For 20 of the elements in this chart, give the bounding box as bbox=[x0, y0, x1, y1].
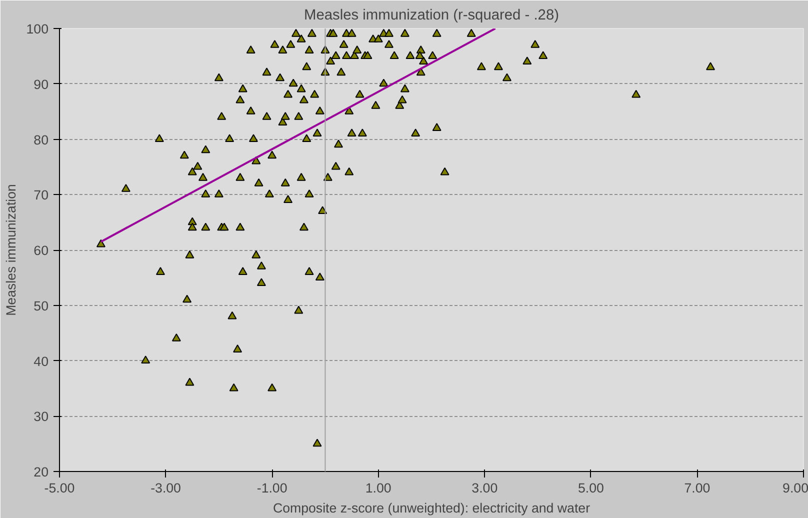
x-axis-title: Composite z-score (unweighted): electricity and water bbox=[272, 500, 591, 516]
x-tick-label: -3.00 bbox=[150, 480, 181, 496]
x-tick-label: -1.00 bbox=[256, 480, 288, 496]
y-tick-label: 50 bbox=[34, 298, 49, 314]
x-tick-label: 7.00 bbox=[684, 480, 710, 496]
y-tick-label: 70 bbox=[34, 188, 49, 203]
y-tick-label: 80 bbox=[34, 132, 49, 148]
y-axis-title: Measles immunization bbox=[3, 184, 18, 316]
x-tick-label: 9.00 bbox=[782, 480, 808, 496]
y-tick-label: 90 bbox=[34, 76, 49, 92]
y-tick-label: 20 bbox=[34, 464, 49, 480]
x-tick-label: -5.00 bbox=[44, 480, 75, 496]
x-tick-label: 3.00 bbox=[472, 480, 498, 496]
x-tick-label: 5.00 bbox=[578, 480, 604, 496]
x-tick-label: 1.00 bbox=[365, 480, 392, 496]
y-tick-label: 30 bbox=[34, 409, 49, 424]
y-tick-label: 60 bbox=[34, 243, 49, 258]
y-tick-label: 100 bbox=[26, 22, 49, 36]
chart-title: Measles immunization (r-squared - .28) bbox=[304, 8, 559, 24]
y-tick-label: 40 bbox=[34, 354, 49, 369]
